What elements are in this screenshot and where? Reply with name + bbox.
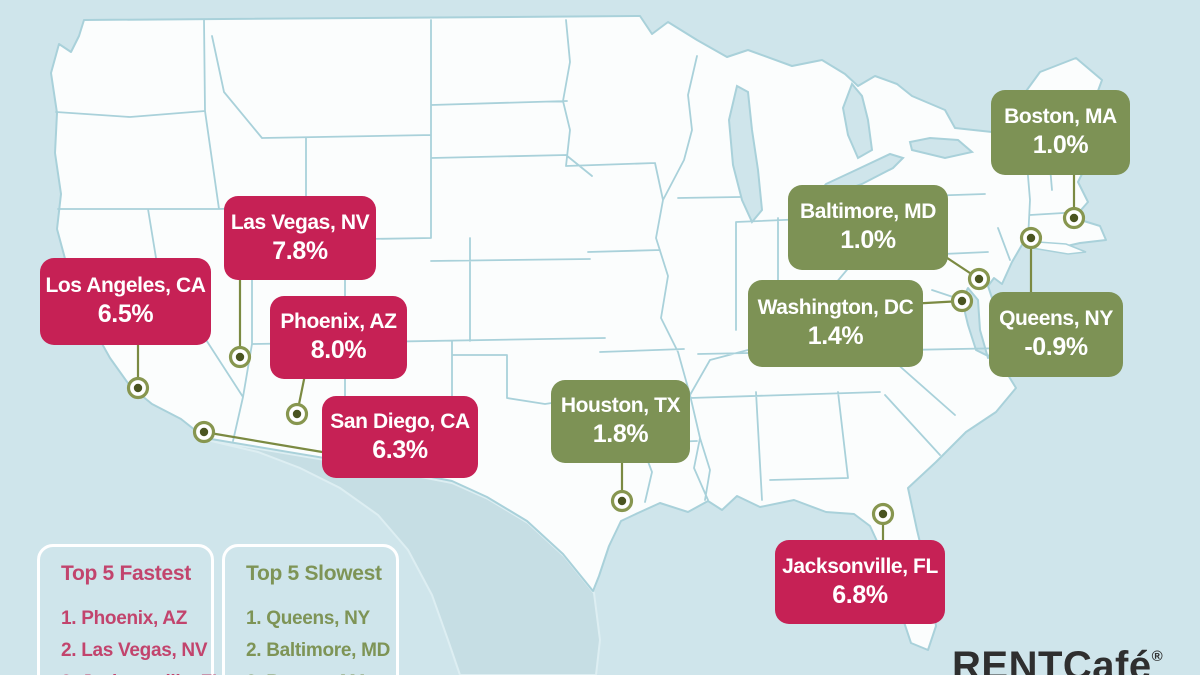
- callout-boston: Boston, MA 1.0%: [991, 90, 1130, 175]
- registered-trademark-symbol: ®: [1151, 648, 1164, 665]
- callout-city: San Diego, CA: [330, 409, 470, 433]
- legend-item: 3. Boston, MA: [246, 667, 396, 675]
- rentcafe-logo-text: RENTCafé: [952, 644, 1152, 675]
- callout-city: Queens, NY: [999, 307, 1113, 331]
- callout-value: 7.8%: [272, 236, 328, 265]
- callout-baltimore: Baltimore, MD 1.0%: [788, 185, 948, 270]
- callout-city: Washington, DC: [757, 296, 914, 320]
- marker-houston: [610, 489, 634, 513]
- legend-item: 3. Jacksonville, FL: [61, 667, 224, 675]
- callout-value: 8.0%: [310, 336, 367, 364]
- callout-las-vegas: Las Vegas, NV 7.8%: [224, 196, 376, 280]
- callout-value: 6.5%: [97, 300, 154, 328]
- callout-washington-dc: Washington, DC 1.4%: [748, 280, 923, 367]
- callout-city: Baltimore, MD: [800, 200, 936, 224]
- rentcafe-logo: RENTCafé®: [952, 644, 1163, 675]
- callout-city: Phoenix, AZ: [280, 310, 397, 334]
- lake-huron: [841, 82, 874, 160]
- legend-item: 1. Phoenix, AZ: [61, 608, 188, 629]
- marker-phoenix: [285, 402, 309, 426]
- callout-city: Las Vegas, NV: [230, 210, 370, 234]
- mexico-landmass: [206, 439, 602, 675]
- callout-value: 6.3%: [372, 435, 428, 464]
- legend-fastest-list: 1. Phoenix, AZ 2. Las Vegas, NV 3. Jacks…: [61, 603, 224, 675]
- legend-top5-slowest: Top 5 Slowest 1. Queens, NY 2. Baltimore…: [222, 544, 399, 675]
- callout-los-angeles: Los Angeles, CA 6.5%: [40, 258, 211, 345]
- legend-item: 2. Baltimore, MD: [246, 640, 391, 661]
- lake-ontario: [908, 136, 975, 160]
- marker-san-diego: [192, 420, 216, 444]
- callout-city: Houston, TX: [560, 394, 681, 418]
- legend-fastest-title: Top 5 Fastest: [61, 562, 191, 585]
- callout-queens: Queens, NY -0.9%: [989, 292, 1123, 377]
- callout-value: -0.9%: [1024, 333, 1088, 361]
- legend-top5-fastest: Top 5 Fastest 1. Phoenix, AZ 2. Las Vega…: [37, 544, 224, 675]
- marker-boston: [1062, 206, 1086, 230]
- lake-michigan: [727, 84, 764, 224]
- callout-san-diego: San Diego, CA 6.3%: [322, 396, 478, 478]
- callout-city: Los Angeles, CA: [45, 274, 206, 298]
- marker-baltimore: [967, 267, 991, 291]
- legend-slowest-list: 1. Queens, NY 2. Baltimore, MD 3. Boston…: [246, 603, 396, 675]
- marker-jacksonville: [871, 502, 895, 526]
- callout-value: 1.8%: [592, 420, 649, 448]
- legend-slowest-title: Top 5 Slowest: [246, 562, 382, 585]
- callout-value: 1.4%: [807, 322, 864, 350]
- legend-item: 2. Las Vegas, NV: [61, 640, 208, 661]
- city-markers: [126, 206, 1086, 526]
- callout-city: Boston, MA: [1004, 105, 1117, 129]
- callout-value: 6.8%: [832, 580, 888, 609]
- legend-item: 1. Queens, NY: [246, 608, 370, 629]
- marker-las-vegas: [228, 345, 252, 369]
- callout-value: 1.0%: [840, 226, 896, 254]
- callout-jacksonville: Jacksonville, FL 6.8%: [775, 540, 945, 624]
- marker-los-angeles: [126, 376, 150, 400]
- marker-washington-dc: [950, 289, 974, 313]
- connector-san-diego: [203, 430, 341, 457]
- marker-queens: [1019, 226, 1043, 250]
- callout-phoenix: Phoenix, AZ 8.0%: [270, 296, 407, 379]
- callout-houston: Houston, TX 1.8%: [551, 380, 690, 463]
- callout-city: Jacksonville, FL: [782, 554, 938, 578]
- callout-value: 1.0%: [1032, 131, 1089, 159]
